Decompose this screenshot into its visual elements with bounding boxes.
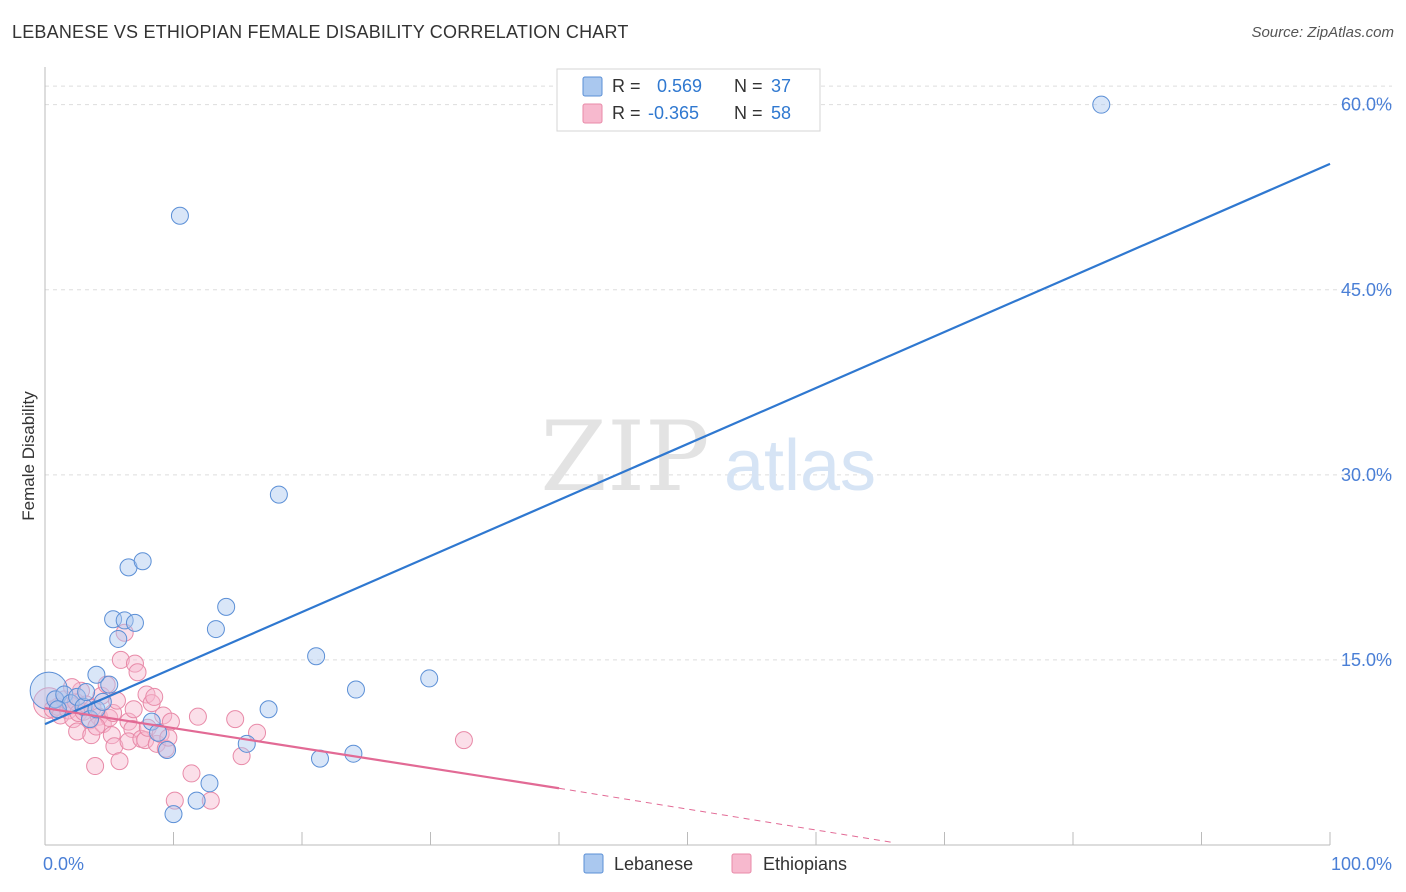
- lebanese-n-label: N =: [734, 76, 763, 96]
- stats-legend: R = 0.569 N = 37 R = -0.365 N = 58: [556, 68, 821, 132]
- ethiopians-point: [454, 731, 473, 750]
- lebanese-point: [133, 552, 152, 571]
- trend-lines: [44, 162, 1331, 844]
- lebanese-point: [269, 485, 288, 504]
- ethiopians-point: [128, 663, 147, 682]
- ethiopians-point: [111, 650, 130, 669]
- lebanese-trend-line: [44, 162, 1331, 726]
- lebanese-point: [170, 206, 189, 225]
- source-credit: Source: ZipAtlas.com: [1251, 24, 1394, 41]
- legend-lebanese-label: Lebanese: [614, 854, 693, 874]
- legend-ethiopians-label: Ethiopians: [763, 854, 847, 874]
- lebanese-point: [200, 774, 219, 793]
- lebanese-point: [307, 647, 326, 666]
- lebanese-point: [1092, 95, 1111, 114]
- lebanese-r-value: 0.569: [657, 76, 702, 96]
- ethiopians-point: [68, 722, 87, 741]
- lebanese-n-value: 37: [771, 76, 791, 96]
- ethiopians-point: [124, 700, 143, 719]
- watermark-zip: ZIP: [540, 401, 709, 513]
- tick-labels: 15.0% 30.0% 45.0% 60.0% 0.0% 100.0%: [43, 95, 1392, 874]
- watermark-atlas: atlas: [724, 426, 876, 506]
- ethiopians-point: [86, 757, 105, 776]
- lebanese-point: [77, 683, 96, 701]
- lebanese-point: [206, 620, 225, 639]
- ethiopians-point: [165, 791, 184, 810]
- y-tick-label: 60.0%: [1341, 95, 1392, 115]
- lebanese-point: [164, 805, 183, 824]
- lebanese-point: [104, 610, 123, 629]
- lebanese-point: [87, 665, 106, 684]
- ethiopians-points: [33, 623, 473, 810]
- lebanese-swatch: [582, 76, 603, 97]
- watermark: ZIP atlas: [540, 401, 876, 513]
- ethiopians-swatch: [582, 103, 603, 124]
- axes: [44, 67, 1331, 846]
- lebanese-point: [100, 675, 119, 694]
- lebanese-point: [217, 597, 236, 616]
- chart-title: LEBANESE VS ETHIOPIAN FEMALE DISABILITY …: [12, 22, 629, 42]
- legend-ethiopians-swatch: [731, 853, 752, 874]
- ethiopians-point: [161, 712, 180, 731]
- lebanese-point: [259, 700, 278, 719]
- lebanese-point: [149, 723, 168, 742]
- lebanese-point: [109, 629, 128, 648]
- lebanese-point: [346, 680, 365, 699]
- ethiopians-point: [156, 739, 175, 758]
- x-tick-label: 100.0%: [1331, 854, 1392, 874]
- lebanese-point: [125, 613, 144, 632]
- ethiopians-point: [102, 726, 121, 745]
- lebanese-point: [344, 744, 363, 763]
- ethiopians-point: [226, 710, 245, 729]
- y-tick-label: 30.0%: [1341, 465, 1392, 485]
- ethiopians-r-value: -0.365: [648, 103, 699, 123]
- y-axis-label: Female Disability: [19, 391, 38, 521]
- x-tick-label: 0.0%: [43, 854, 84, 874]
- lebanese-point: [115, 611, 134, 630]
- ethiopians-point: [145, 687, 164, 706]
- series-legend: Lebanese Ethiopians: [583, 853, 847, 874]
- lebanese-point: [187, 791, 206, 810]
- lebanese-r-label: R =: [612, 76, 641, 96]
- ethiopians-point: [188, 707, 207, 726]
- grid-lines: [45, 85, 1392, 661]
- lebanese-point: [158, 740, 177, 759]
- ethiopians-point: [82, 726, 101, 745]
- ethiopians-r-label: R =: [612, 103, 641, 123]
- ethiopians-point: [110, 752, 129, 771]
- legend-lebanese-swatch: [583, 853, 604, 874]
- lebanese-point: [420, 669, 439, 688]
- ethiopians-n-label: N =: [734, 103, 763, 123]
- ethiopians-point: [182, 764, 201, 783]
- y-tick-label: 15.0%: [1341, 650, 1392, 670]
- lebanese-point: [68, 687, 87, 706]
- ethiopians-trend-extension: [558, 787, 894, 844]
- ethiopians-n-value: 58: [771, 103, 791, 123]
- y-tick-label: 45.0%: [1341, 280, 1392, 300]
- ethiopians-trend-line: [44, 706, 560, 790]
